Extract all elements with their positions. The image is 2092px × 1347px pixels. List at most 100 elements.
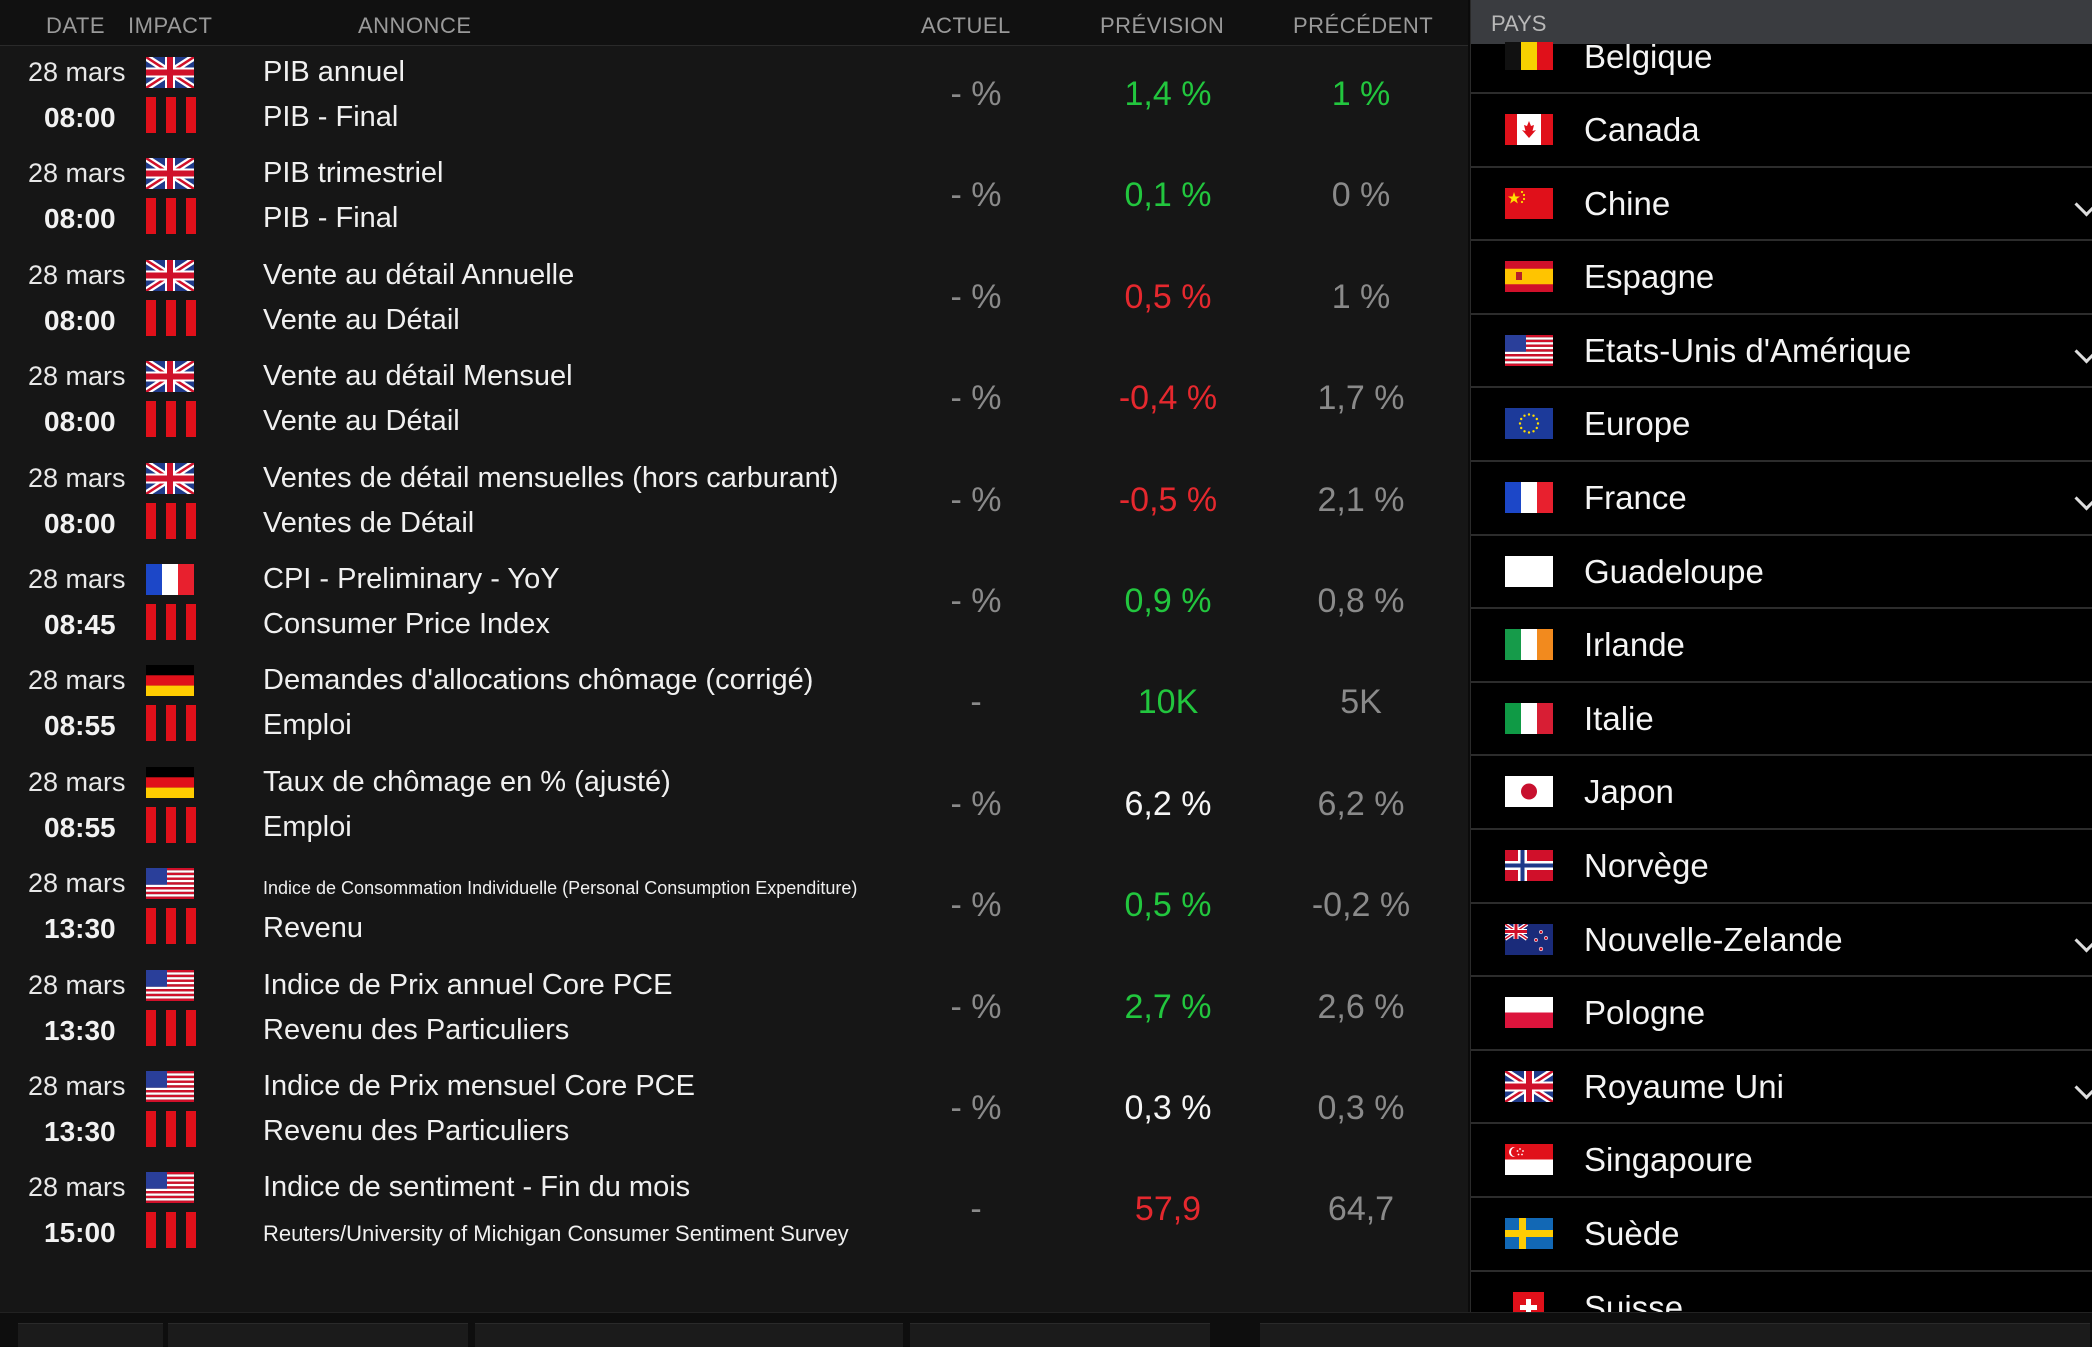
event-time: 08:00 <box>44 507 116 539</box>
bottom-tab[interactable] <box>1260 1323 2090 1347</box>
table-header: DATE IMPACT ANNONCE ACTUEL PRÉVISION PRÉ… <box>0 0 1468 46</box>
column-header-precedent[interactable]: PRÉCÉDENT <box>1293 13 1434 38</box>
chevron-down-icon[interactable] <box>2074 486 2092 511</box>
column-header-annonce[interactable]: ANNONCE <box>358 13 472 38</box>
impact-bars-icon <box>146 1212 196 1249</box>
country-item[interactable]: Singapoure <box>1471 1124 2092 1198</box>
event-row[interactable]: 28 mars 15:00 Indice de sentiment - Fin … <box>18 1160 1468 1261</box>
country-item[interactable]: Italie <box>1471 683 2092 757</box>
events-list: 28 mars 08:00 PIB annuel PIB - Final - %… <box>18 45 1468 1262</box>
impact-bars-icon <box>146 908 196 945</box>
fr-flag-icon <box>1505 481 1553 513</box>
event-row[interactable]: 28 mars 08:00 PIB annuel PIB - Final - %… <box>18 45 1468 146</box>
chevron-down-icon[interactable] <box>2074 192 2092 217</box>
event-actual: - % <box>950 480 1002 519</box>
country-name: Japon <box>1584 773 1674 811</box>
de-flag-icon <box>146 665 194 697</box>
event-actual: - % <box>950 784 1002 823</box>
country-name: Royaume Uni <box>1584 1067 1784 1105</box>
event-row[interactable]: 28 mars 13:30 Indice de Consommation Ind… <box>18 856 1468 957</box>
event-time: 08:00 <box>44 304 116 336</box>
event-previous: 0,3 % <box>1317 1088 1405 1127</box>
country-item[interactable]: Irlande <box>1471 609 2092 683</box>
it-flag-icon <box>1505 702 1553 734</box>
country-item[interactable]: Guadeloupe <box>1471 536 2092 610</box>
event-row[interactable]: 28 mars 08:45 CPI - Preliminary - YoY Co… <box>18 552 1468 653</box>
pl-flag-icon <box>1505 997 1553 1029</box>
uk-flag-icon <box>144 155 196 193</box>
column-header-prevision[interactable]: PRÉVISION <box>1100 13 1225 38</box>
country-name: Chine <box>1584 184 1671 222</box>
event-actual: - % <box>950 581 1002 620</box>
event-title: CPI - Preliminary - YoY <box>263 562 560 595</box>
event-row[interactable]: 28 mars 08:00 PIB trimestriel PIB - Fina… <box>18 146 1468 247</box>
event-row[interactable]: 28 mars 08:55 Taux de chômage en % (ajus… <box>18 755 1468 856</box>
uk-flag-icon <box>144 459 196 497</box>
event-time: 08:55 <box>44 710 116 742</box>
country-item[interactable]: Norvège <box>1471 830 2092 904</box>
event-forecast: 0,3 % <box>1124 1088 1212 1127</box>
event-row[interactable]: 28 mars 08:00 Vente au détail Annuelle V… <box>18 248 1468 349</box>
event-actual: - % <box>950 886 1002 925</box>
event-date: 28 mars <box>28 57 126 87</box>
country-item[interactable]: Etats-Unis d'Amérique <box>1471 315 2092 389</box>
event-title: Indice de Prix annuel Core PCE <box>263 968 673 1001</box>
event-time: 15:00 <box>44 1217 116 1249</box>
no-flag-icon <box>1505 849 1553 881</box>
country-item[interactable]: Canada <box>1471 94 2092 168</box>
chevron-down-icon[interactable] <box>2074 928 2092 953</box>
uk-flag-icon <box>1503 1067 1555 1105</box>
bottom-tab[interactable] <box>168 1323 468 1347</box>
impact-bars-icon <box>146 705 196 742</box>
country-item[interactable]: Espagne <box>1471 241 2092 315</box>
event-time: 08:00 <box>44 102 116 133</box>
event-category: Revenu des Particuliers <box>263 1114 570 1147</box>
event-previous: 1,7 % <box>1317 379 1405 418</box>
event-previous: 2,6 % <box>1317 987 1405 1026</box>
bottom-tab[interactable] <box>475 1323 903 1347</box>
column-header-actuel[interactable]: ACTUEL <box>921 13 1011 38</box>
column-header-impact[interactable]: IMPACT <box>128 13 213 38</box>
event-actual: - % <box>950 1088 1002 1127</box>
event-row[interactable]: 28 mars 13:30 Indice de Prix annuel Core… <box>18 958 1468 1059</box>
country-item[interactable]: Royaume Uni <box>1471 1051 2092 1125</box>
uk-flag-icon <box>144 256 196 294</box>
country-item[interactable]: Suède <box>1471 1198 2092 1272</box>
chevron-down-icon[interactable] <box>2074 1075 2092 1100</box>
event-date: 28 mars <box>28 158 126 189</box>
country-list: Belgique Canada Chine Espagne Etats-Unis… <box>1471 38 2092 1346</box>
event-previous: 1 % <box>1331 75 1391 113</box>
event-title: PIB annuel <box>263 56 405 88</box>
bottom-tab[interactable] <box>910 1323 1210 1347</box>
country-item[interactable]: Belgique <box>1471 38 2092 94</box>
event-row[interactable]: 28 mars 08:55 Demandes d'allocations chô… <box>18 653 1468 754</box>
country-name: Canada <box>1584 111 1700 148</box>
event-row[interactable]: 28 mars 08:00 Ventes de détail mensuelle… <box>18 451 1468 552</box>
country-item[interactable]: Pologne <box>1471 977 2092 1051</box>
column-header-date[interactable]: DATE <box>46 13 106 38</box>
country-item[interactable]: Europe <box>1471 388 2092 462</box>
event-forecast: 6,2 % <box>1124 784 1212 823</box>
event-actual: - % <box>950 75 1002 113</box>
event-title: Indice de Consommation Individuelle (Per… <box>263 878 858 899</box>
event-forecast: -0,5 % <box>1118 480 1218 519</box>
event-category: Revenu des Particuliers <box>263 1013 570 1046</box>
country-item[interactable]: France <box>1471 462 2092 536</box>
country-name: Pologne <box>1584 994 1706 1032</box>
country-item[interactable]: Japon <box>1471 756 2092 830</box>
country-item[interactable]: Nouvelle-Zelande <box>1471 904 2092 978</box>
event-row[interactable]: 28 mars 13:30 Indice de Prix mensuel Cor… <box>18 1059 1468 1160</box>
event-forecast: 57,9 <box>1134 1190 1202 1229</box>
event-time: 08:45 <box>44 608 116 640</box>
country-name: Suède <box>1584 1214 1680 1252</box>
event-date: 28 mars <box>28 563 126 594</box>
country-name: Italie <box>1584 699 1654 737</box>
se-flag-icon <box>1505 1217 1553 1249</box>
country-item[interactable]: Chine <box>1471 168 2092 242</box>
event-row[interactable]: 28 mars 08:00 Vente au détail Mensuel Ve… <box>18 349 1468 450</box>
sidebar-header-label: PAYS <box>1491 11 1547 36</box>
event-time: 13:30 <box>44 1115 116 1147</box>
chevron-down-icon[interactable] <box>2074 339 2092 364</box>
fr-flag-icon <box>146 563 194 595</box>
bottom-tab[interactable] <box>18 1323 163 1347</box>
